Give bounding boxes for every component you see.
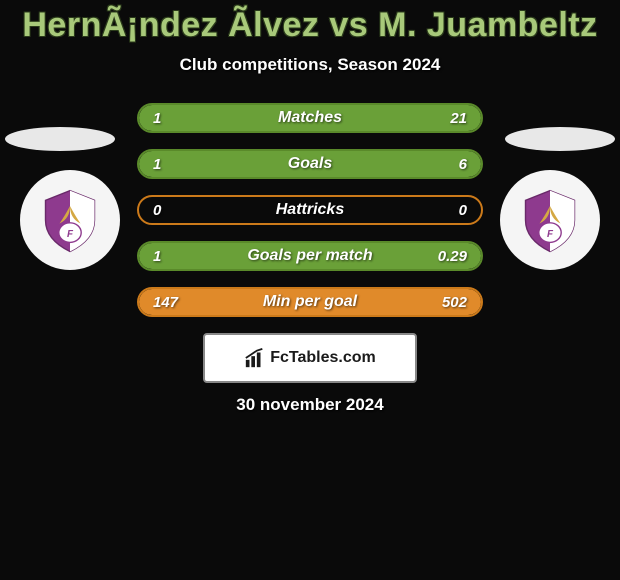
footer-date: 30 november 2024 [0,395,620,415]
shield-icon: F [35,185,105,255]
svg-text:F: F [547,229,554,240]
svg-text:F: F [67,229,74,240]
stat-row: 1Goals per match0.29 [137,241,483,271]
stat-row: 147Min per goal502 [137,287,483,317]
stat-row: 1Matches21 [137,103,483,133]
stats-list: 1Matches21 1Goals6 0Hattricks0 1Goals per m… [137,103,483,317]
stat-value-right: 0.29 [438,248,467,265]
stat-label: Goals [139,155,481,173]
club-badge-left: F [20,170,120,270]
stat-label: Matches [139,109,481,127]
stat-value-right: 502 [442,294,467,311]
club-badge-right: F [500,170,600,270]
brand-label: FcTables.com [270,349,376,367]
stat-value-right: 0 [459,202,467,219]
stat-label: Min per goal [139,293,481,311]
comparison-infographic: HernÃ¡ndez Ãlvez vs M. Juambeltz Club co… [0,0,620,580]
player-shadow-left [5,127,115,151]
stat-row: 0Hattricks0 [137,195,483,225]
brand-box: FcTables.com [203,333,417,383]
stat-label: Hattricks [139,201,481,219]
stat-value-right: 21 [450,110,467,127]
player-shadow-right [505,127,615,151]
stat-row: 1Goals6 [137,149,483,179]
stat-label: Goals per match [139,247,481,265]
bar-chart-icon [244,347,266,369]
stat-value-right: 6 [459,156,467,173]
page-subtitle: Club competitions, Season 2024 [0,55,620,75]
page-title: HernÃ¡ndez Ãlvez vs M. Juambeltz [0,6,620,45]
shield-icon: F [515,185,585,255]
